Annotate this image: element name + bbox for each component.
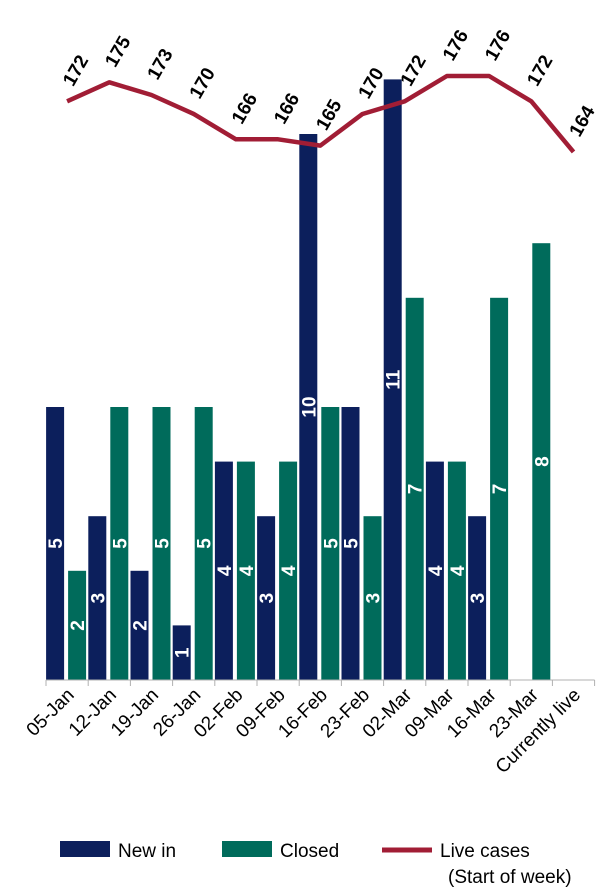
- live-cases-label-23-feb: 170: [355, 65, 389, 103]
- bar-new-in-23-feb: [341, 407, 360, 680]
- live-cases-line: [66, 73, 576, 154]
- bar-label-closed-23-mar: 8: [532, 456, 553, 467]
- bar-new-in-12-jan: [88, 516, 107, 680]
- bar-label-new-in-09-mar: 4: [426, 565, 447, 576]
- live-cases-label-05-jan: 172: [59, 52, 93, 90]
- bar-label-closed-16-feb: 5: [321, 538, 342, 549]
- bar-label-closed-09-feb: 4: [279, 565, 300, 576]
- bar-closed-02-feb: [236, 461, 255, 680]
- bar-label-new-in-02-mar: 11: [384, 369, 405, 390]
- bar-closed-12-jan: [110, 407, 129, 680]
- bar-label-closed-12-jan: 5: [110, 538, 131, 549]
- bar-new-in-19-jan: [130, 570, 149, 680]
- live-cases-label-26-jan: 170: [186, 65, 220, 103]
- legend-label-new-in: New in: [118, 841, 176, 862]
- bar-closed-19-jan: [152, 407, 171, 680]
- bar-new-in-05-jan: [46, 407, 65, 680]
- bar-closed-09-mar: [447, 461, 466, 680]
- bar-label-new-in-12-jan: 3: [88, 593, 109, 604]
- legend-label-live-cases-sub: (Start of week): [448, 867, 572, 888]
- bar-label-closed-02-feb: 4: [237, 565, 258, 576]
- bar-label-closed-09-mar: 4: [448, 565, 469, 576]
- legend-label-live-cases: Live cases: [440, 841, 530, 862]
- live-cases-label-12-jan: 175: [101, 33, 135, 71]
- bar-closed-02-mar: [405, 297, 424, 680]
- bar-label-new-in-23-feb: 5: [342, 538, 363, 549]
- legend-label-closed: Closed: [280, 841, 339, 862]
- live-cases-label-02-feb: 166: [228, 90, 262, 128]
- bar-label-closed-05-jan: 2: [68, 620, 89, 631]
- bar-closed-16-feb: [321, 407, 340, 680]
- bar-closed-16-mar: [490, 297, 509, 680]
- live-cases-label-16-mar: 176: [481, 27, 515, 65]
- bar-label-new-in-02-feb: 4: [215, 565, 236, 576]
- live-cases-label-19-jan: 173: [144, 46, 178, 84]
- live-cases-label-09-mar: 176: [439, 27, 473, 65]
- bar-closed-26-jan: [194, 407, 213, 680]
- bar-label-new-in-19-jan: 2: [131, 620, 152, 631]
- bar-label-new-in-09-feb: 3: [257, 593, 278, 604]
- bar-new-in-16-feb: [299, 134, 318, 680]
- bar-closed-23-mar: [532, 243, 551, 680]
- bar-closed-09-feb: [279, 461, 298, 680]
- legend: New in Closed Live cases (Start of week): [60, 841, 572, 888]
- bar-new-in-26-jan: [172, 625, 191, 680]
- bar-label-closed-16-mar: 7: [490, 484, 511, 495]
- bar-label-closed-26-jan: 5: [195, 538, 216, 549]
- bar-label-closed-02-mar: 7: [406, 484, 427, 495]
- bar-closed-23-feb: [363, 516, 382, 680]
- bar-new-in-16-mar: [468, 516, 487, 680]
- bar-label-new-in-16-feb: 10: [299, 396, 320, 417]
- live-cases-label-09-feb: 166: [270, 90, 304, 128]
- bar-new-in-09-feb: [257, 516, 276, 680]
- live-cases-label-currently-live: 164: [566, 102, 600, 140]
- bar-label-new-in-05-jan: 5: [46, 538, 67, 549]
- x-axis: 05-Jan12-Jan19-Jan26-Jan02-Feb09-Feb16-F…: [23, 679, 596, 778]
- bar-closed-05-jan: [68, 570, 87, 680]
- bar-label-closed-19-jan: 5: [153, 538, 174, 549]
- bar-new-in-02-feb: [214, 461, 233, 680]
- bar-label-new-in-26-jan: 1: [173, 647, 194, 658]
- legend-swatch-closed: [222, 841, 272, 857]
- bar-new-in-02-mar: [383, 79, 402, 680]
- live-cases-label-02-mar: 172: [397, 52, 431, 90]
- bar-label-closed-23-feb: 3: [364, 593, 385, 604]
- legend-swatch-new-in: [60, 841, 110, 857]
- bar-label-new-in-16-mar: 3: [468, 593, 489, 604]
- live-cases-label-23-mar: 172: [523, 52, 557, 90]
- bar-new-in-09-mar: [425, 461, 444, 680]
